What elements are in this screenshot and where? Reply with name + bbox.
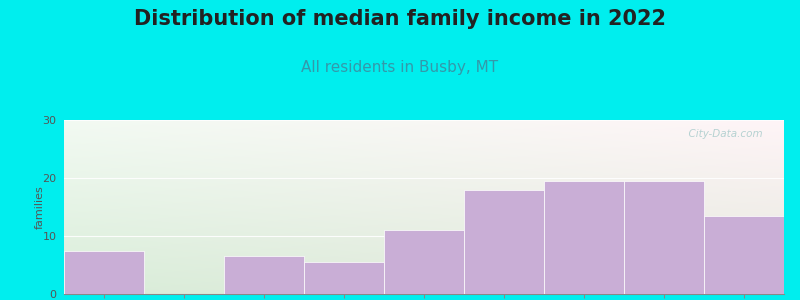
Bar (304, 262, 384, 294)
Text: Distribution of median family income in 2022: Distribution of median family income in … (134, 9, 666, 29)
Bar (64, 250, 144, 294)
Bar (624, 181, 704, 294)
Bar (224, 256, 304, 294)
Y-axis label: families: families (34, 185, 45, 229)
Bar (384, 230, 464, 294)
Bar (544, 181, 624, 294)
Text: All residents in Busby, MT: All residents in Busby, MT (302, 60, 498, 75)
Bar (704, 216, 784, 294)
Bar (464, 190, 544, 294)
Text: City-Data.com: City-Data.com (682, 129, 762, 139)
